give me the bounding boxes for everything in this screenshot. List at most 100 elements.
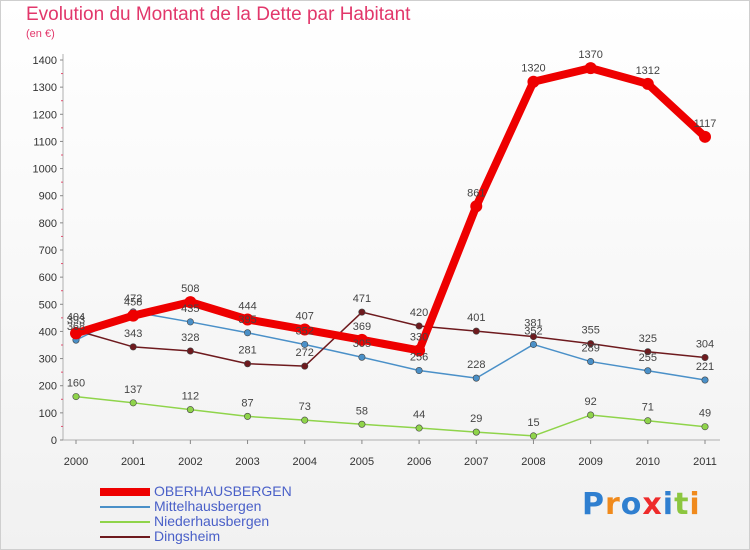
data-point-dingsheim — [415, 322, 423, 330]
data-label-niederhausbergen: 87 — [241, 397, 253, 409]
data-label-oberhausbergen: 1117 — [694, 118, 717, 130]
data-label-mittelhausbergen: 289 — [581, 343, 599, 355]
x-tick-label: 2011 — [693, 456, 717, 468]
data-point-mittelhausbergen — [701, 376, 709, 384]
data-label-niederhausbergen: 160 — [67, 378, 85, 390]
data-label-dingsheim: 325 — [639, 333, 657, 345]
data-point-oberhausbergen — [127, 309, 140, 322]
data-point-mittelhausbergen — [644, 367, 652, 375]
data-point-niederhausbergen — [415, 424, 423, 432]
data-label-oberhausbergen: 369 — [353, 321, 371, 333]
y-tick-label: 500 — [39, 299, 57, 311]
data-point-oberhausbergen — [641, 77, 654, 90]
data-label-dingsheim: 420 — [410, 307, 428, 319]
data-label-niederhausbergen: 15 — [527, 417, 539, 429]
data-point-dingsheim — [186, 347, 194, 355]
data-point-oberhausbergen — [470, 200, 483, 213]
data-label-dingsheim: 281 — [238, 345, 256, 357]
data-point-oberhausbergen — [413, 344, 426, 357]
legend-swatch — [100, 506, 150, 508]
y-tick-label: 1000 — [33, 164, 57, 176]
data-label-dingsheim: 404 — [67, 311, 85, 323]
x-tick-label: 2000 — [64, 456, 88, 468]
x-tick-label: 2008 — [521, 456, 545, 468]
data-point-dingsheim — [358, 308, 366, 316]
y-tick-label: 1300 — [33, 82, 57, 94]
series-line-oberhausbergen — [74, 64, 708, 355]
data-point-niederhausbergen — [529, 432, 537, 440]
y-tick-label: 0 — [51, 435, 57, 447]
data-label-dingsheim: 304 — [696, 338, 714, 350]
legend-label: Dingsheim — [154, 528, 221, 544]
data-point-dingsheim — [701, 353, 709, 361]
data-label-oberhausbergen: 407 — [296, 311, 314, 323]
logo-letter: t — [674, 487, 690, 522]
legend-swatch — [100, 521, 150, 523]
chart-unit: (en €) — [26, 28, 55, 40]
logo-letter: o — [620, 487, 643, 522]
data-label-niederhausbergen: 29 — [470, 413, 482, 425]
data-label-oberhausbergen: 1312 — [636, 65, 660, 77]
data-point-mittelhausbergen — [529, 340, 537, 348]
y-tick-label: 300 — [39, 354, 57, 366]
y-tick-label: 100 — [39, 408, 57, 420]
y-tick-label: 900 — [39, 191, 57, 203]
logo-letter: P — [582, 487, 605, 522]
x-tick-label: 2003 — [235, 456, 259, 468]
data-label-niederhausbergen: 112 — [182, 391, 200, 403]
data-point-oberhausbergen — [527, 75, 540, 88]
data-point-niederhausbergen — [186, 406, 194, 414]
data-label-mittelhausbergen: 472 — [124, 293, 142, 305]
x-tick-label: 2004 — [292, 456, 316, 468]
logo-letter: i — [662, 487, 675, 522]
data-point-dingsheim — [301, 362, 309, 370]
y-tick-label: 800 — [39, 218, 57, 230]
data-point-niederhausbergen — [644, 417, 652, 425]
x-tick-label: 2006 — [407, 456, 431, 468]
data-point-niederhausbergen — [472, 428, 480, 436]
data-point-niederhausbergen — [301, 416, 309, 424]
data-label-oberhausbergen: 1370 — [578, 49, 602, 61]
data-label-niederhausbergen: 44 — [413, 409, 425, 421]
data-label-oberhausbergen: 444 — [238, 300, 256, 312]
data-label-dingsheim: 381 — [524, 318, 542, 330]
legend-label: Mittelhausbergen — [154, 498, 262, 514]
data-point-mittelhausbergen — [244, 329, 252, 337]
legend-label: Niederhausbergen — [154, 513, 270, 529]
y-tick-label: 700 — [39, 245, 57, 257]
data-label-niederhausbergen: 137 — [124, 384, 142, 396]
series-line-niederhausbergen — [75, 395, 706, 437]
x-tick-label: 2010 — [636, 456, 660, 468]
data-point-dingsheim — [472, 327, 480, 335]
data-label-dingsheim: 401 — [467, 312, 485, 324]
chart-title: Evolution du Montant de la Dette par Hab… — [26, 4, 411, 25]
data-label-mittelhausbergen: 256 — [410, 352, 428, 364]
data-point-dingsheim — [129, 343, 137, 351]
data-point-niederhausbergen — [701, 423, 709, 431]
data-point-oberhausbergen — [584, 62, 597, 75]
logo-letter: i — [689, 487, 701, 522]
data-label-mittelhausbergen: 221 — [696, 361, 714, 373]
data-label-mittelhausbergen: 255 — [639, 352, 657, 364]
x-tick-label: 2001 — [121, 456, 145, 468]
y-tick-label: 400 — [39, 326, 57, 338]
data-label-niederhausbergen: 58 — [356, 405, 368, 417]
data-point-oberhausbergen — [355, 333, 368, 346]
series-line-dingsheim — [75, 311, 706, 367]
data-label-dingsheim: 355 — [581, 325, 599, 337]
data-point-niederhausbergen — [358, 420, 366, 428]
data-point-niederhausbergen — [587, 411, 595, 419]
y-tick-label: 1200 — [33, 109, 57, 121]
data-label-oberhausbergen: 861 — [467, 187, 485, 199]
series-line-mittelhausbergen — [75, 311, 706, 381]
legend-swatch — [100, 536, 150, 538]
data-label-mittelhausbergen: 435 — [181, 303, 199, 315]
data-label-dingsheim: 328 — [181, 332, 199, 344]
data-label-dingsheim: 343 — [124, 328, 142, 340]
y-tick-label: 200 — [39, 381, 57, 393]
data-label-niederhausbergen: 49 — [699, 408, 711, 420]
x-tick-label: 2007 — [464, 456, 488, 468]
data-label-dingsheim: 471 — [353, 293, 371, 305]
data-point-oberhausbergen — [184, 296, 197, 309]
